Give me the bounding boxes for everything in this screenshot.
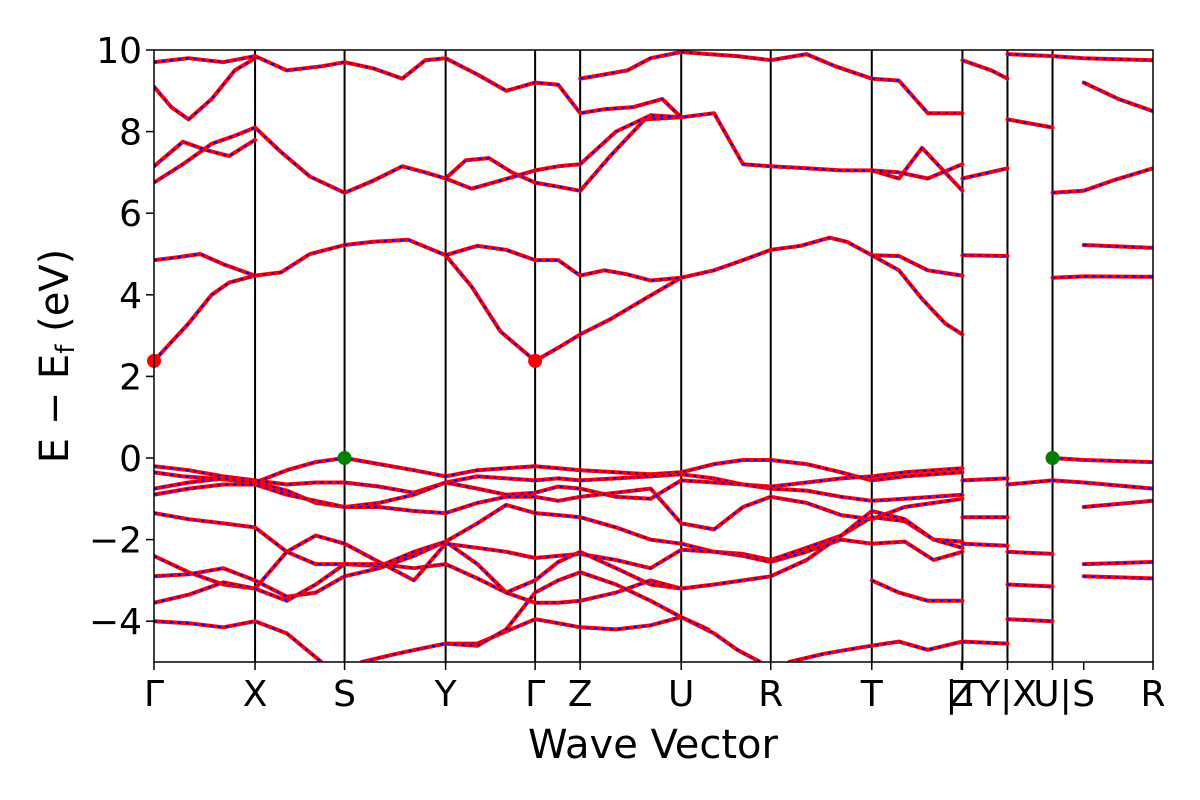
band-19 [154, 56, 258, 122]
band-14-dashed [579, 114, 682, 165]
x-tick-label-12: U| [1033, 674, 1071, 715]
x-tick-label-2: S [333, 674, 356, 715]
band-44 [960, 541, 1010, 548]
band-10-dashed [154, 138, 256, 168]
band-51-dashed [1052, 479, 1153, 490]
x-tick-label-1: X [243, 674, 268, 715]
y-tick-label-1: −2 [89, 521, 142, 562]
x-tick-label-10: |T [945, 674, 980, 715]
band-6 [960, 253, 1010, 258]
band-3-dashed [445, 244, 682, 282]
kpoint-separators [254, 50, 1054, 662]
y-axis-label-main: E − E [32, 354, 78, 464]
x-tick-label-3: Y [434, 674, 458, 715]
x-axis-label: Wave Vector [528, 722, 779, 768]
x-tick-label-14: R [1140, 674, 1165, 715]
x-tick-label-5: Z [568, 674, 593, 715]
band-32-dashed [154, 483, 963, 531]
band-50-dashed [1052, 457, 1153, 464]
x-tick-label-0: Γ [144, 674, 164, 715]
plot-background [154, 50, 1153, 662]
band-54-dashed [1083, 575, 1153, 580]
y-tick-label-2: 0 [119, 439, 142, 480]
plot-frame [153, 49, 1154, 663]
y-axis-label-subscript: f [51, 344, 81, 354]
x-tick-label-13: S [1072, 674, 1095, 715]
band-lines [154, 50, 1153, 662]
band-18 [1050, 166, 1153, 195]
band-4-dashed [680, 236, 963, 279]
band-41 [869, 578, 965, 603]
y-axis-label: E − Ef (eV) [32, 249, 81, 464]
band-26 [1005, 117, 1055, 130]
y-tick-label-4: 4 [119, 276, 142, 317]
band-27 [1005, 52, 1153, 63]
x-tick-label-6: U [668, 674, 694, 715]
band-17 [960, 166, 1010, 181]
band-15-dashed [871, 146, 964, 192]
band-52-dashed [1083, 499, 1153, 508]
band-9-dashed [154, 126, 446, 194]
y-tick-label-5: 6 [119, 194, 142, 235]
band-23-dashed [681, 51, 873, 80]
y-tick-label-0: −4 [89, 602, 142, 643]
band-21-dashed [445, 57, 682, 119]
band-33-dashed [154, 503, 963, 568]
band-20-dashed [154, 55, 446, 80]
y-tick-label-6: 8 [119, 113, 142, 154]
band-22-dashed [580, 51, 682, 80]
band-47 [1005, 549, 1055, 556]
x-tick-label-8: T [860, 674, 884, 715]
band-25-dashed [962, 59, 1008, 80]
band-5 [869, 253, 965, 337]
band-45 [960, 639, 1010, 646]
vbm-marker-3 [1045, 451, 1060, 465]
band-28 [1081, 80, 1153, 114]
band-8-dashed [1083, 244, 1153, 249]
x-tick-label-11: Y|X [977, 674, 1037, 715]
band-49 [1005, 617, 1055, 624]
band-37 [154, 619, 324, 662]
cbm-marker-1 [528, 353, 543, 368]
band-53-dashed [1083, 561, 1153, 566]
band-46 [1005, 478, 1055, 487]
x-tick-label-7: R [758, 674, 783, 715]
band-40 [787, 639, 965, 662]
y-tick-label-7: 10 [96, 31, 142, 72]
x-tick-label-9: Z [949, 674, 974, 715]
band-7-dashed [1052, 275, 1153, 279]
band-42 [960, 476, 1010, 483]
band-29 [154, 456, 965, 485]
band-1-dashed [444, 254, 682, 363]
y-tick-label-3: 2 [119, 357, 142, 398]
band-16-dashed [871, 163, 963, 180]
x-tick-label-4: Γ [525, 674, 545, 715]
band-48 [1005, 582, 1055, 589]
band-12-dashed [445, 163, 581, 190]
band-24-dashed [871, 77, 963, 115]
x-axis-ticks: Γ X S Y Γ Z U R T Z|TY|XU| S R [144, 662, 1166, 715]
band-11 [443, 156, 583, 193]
band-0-dashed [154, 238, 446, 362]
band-13-dashed [579, 112, 872, 192]
band-2 [154, 252, 258, 278]
band-30-dashed [154, 465, 963, 494]
band-39-dashed [445, 571, 709, 647]
y-axis-ticks: −4 −2 0 2 4 6 8 10 [89, 31, 154, 643]
band-35-dashed [154, 509, 963, 598]
y-axis-label-unit: (eV) [32, 249, 78, 345]
band-36-dashed [154, 563, 682, 604]
vbm-marker-2 [337, 451, 352, 465]
